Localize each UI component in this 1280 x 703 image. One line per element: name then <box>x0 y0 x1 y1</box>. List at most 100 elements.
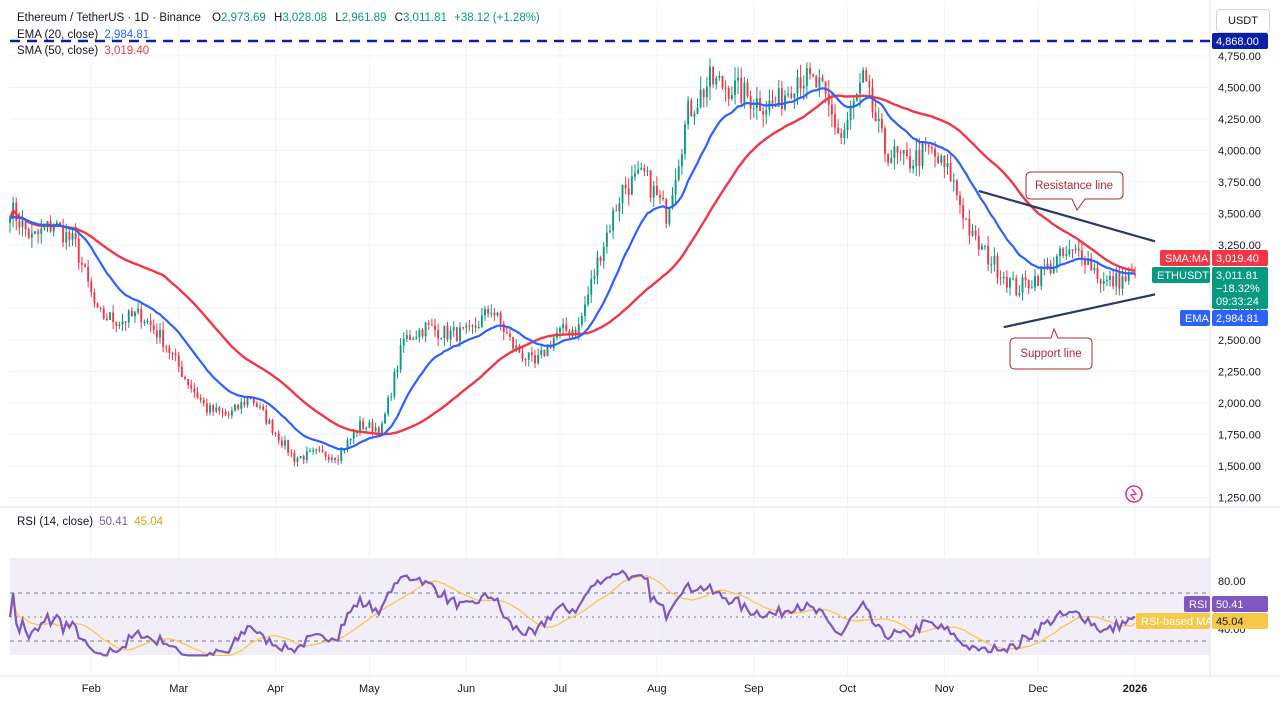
candle-body <box>221 411 224 413</box>
candle-body <box>477 326 480 328</box>
candle-body <box>830 104 833 115</box>
rsi-legend-value: 50.41 <box>99 516 129 528</box>
candle-body <box>327 456 330 460</box>
candle-body <box>505 332 508 334</box>
symbol-name-tag-text: ETHUSDT <box>1157 270 1209 282</box>
symbol-title[interactable]: Ethereum / TetherUS · 1D · Binance <box>17 12 201 24</box>
candle-body <box>824 81 827 94</box>
candle-body <box>587 294 590 305</box>
ohlc-legend: Ethereum / TetherUS · 1D · Binance O2,97… <box>17 12 540 24</box>
last-change-pct: −18.32% <box>1216 283 1260 295</box>
candle-body <box>924 143 927 145</box>
candle-body <box>24 220 27 230</box>
rsi-legend[interactable]: RSI (14, close) 50.41 45.04 <box>17 516 163 528</box>
candle-body <box>262 406 265 411</box>
candle-body <box>874 112 877 122</box>
candle-body <box>9 218 11 223</box>
candle-body <box>334 457 336 460</box>
ema-price-tag-text: 2,984.81 <box>1216 313 1259 325</box>
candle-body <box>471 325 474 327</box>
candle-body <box>152 325 155 331</box>
time-tick-label: Dec <box>1028 683 1048 695</box>
candle-body <box>21 220 24 228</box>
replay-logo-icon[interactable] <box>1125 485 1143 503</box>
time-axis[interactable]: Feb Mar Apr May Jun Jul Aug Sep Oct Nov Dec 2026 <box>82 683 1147 695</box>
candle-body <box>465 325 468 328</box>
open-value: 2,973.69 <box>221 12 266 24</box>
candle-body <box>780 88 783 110</box>
candle-body <box>602 246 605 262</box>
candle-body <box>62 225 65 243</box>
candle-body <box>1127 272 1130 281</box>
candle-body <box>99 307 102 309</box>
candle-body <box>696 107 699 114</box>
candle-body <box>1118 273 1121 289</box>
candle-body <box>877 118 880 122</box>
candle-body <box>521 352 524 359</box>
candle-body <box>259 406 261 408</box>
candle-body <box>437 329 440 339</box>
candle-body <box>65 232 68 243</box>
candle-body <box>668 207 671 224</box>
candle-body <box>515 345 518 349</box>
price-tick-label: 4,000.00 <box>1218 146 1261 158</box>
level-price-tag-text: 4,868.00 <box>1216 36 1259 48</box>
candle-body <box>168 347 171 353</box>
candle-body <box>209 405 211 413</box>
ema-legend[interactable]: EMA (20, close) 2,984.81 <box>17 29 149 41</box>
candle-body <box>571 329 574 335</box>
candle-body <box>115 321 118 326</box>
candle-body <box>177 355 180 367</box>
candle-body <box>143 321 146 323</box>
candle-body <box>918 150 921 166</box>
price-tick-label: 3,750.00 <box>1218 177 1261 189</box>
candle-body <box>218 407 221 412</box>
candle-body <box>940 155 943 163</box>
candle-body <box>109 312 111 321</box>
candle-body <box>296 458 299 462</box>
low-value: 2,961.89 <box>341 12 387 24</box>
level-price-tag-bg <box>1212 32 1268 49</box>
candle-body <box>371 422 374 432</box>
sma-price-tag: 3,019.40 <box>1212 250 1268 266</box>
resistance-trendline[interactable] <box>978 189 1156 243</box>
candle-body <box>440 337 443 339</box>
candle-body <box>793 93 796 98</box>
support-trendline[interactable] <box>1003 293 1156 329</box>
currency-button[interactable]: USDT <box>1216 9 1270 33</box>
candle-body <box>902 150 905 154</box>
bar-countdown: 09:33:24 <box>1216 296 1259 308</box>
sma-price-tag-text: 3,019.40 <box>1216 253 1259 265</box>
price-pane[interactable] <box>10 5 1210 503</box>
candle-body <box>430 324 433 326</box>
time-tick-label: Nov <box>935 683 955 695</box>
candle-body <box>43 227 46 229</box>
rsi-name-tag: RSI <box>1184 596 1210 612</box>
candle-body <box>1024 277 1027 281</box>
trend-lines[interactable] <box>978 189 1156 329</box>
candle-body <box>446 325 449 340</box>
candle-body <box>305 451 308 460</box>
candle-body <box>1055 256 1058 267</box>
candle-body <box>971 230 974 236</box>
moving-averages <box>8 87 1136 451</box>
candle-body <box>887 154 890 163</box>
candle-body <box>959 195 961 206</box>
candle-body <box>609 230 611 233</box>
resistance-callout[interactable]: Resistance line <box>1025 171 1124 211</box>
price-tick-label: 4,250.00 <box>1218 114 1261 126</box>
candle-body <box>937 156 940 163</box>
candle-body <box>265 410 268 424</box>
rsi-background-band <box>10 558 1210 655</box>
candle-body <box>1009 278 1011 288</box>
candle-body <box>1059 248 1061 257</box>
candle-body <box>212 405 215 412</box>
sma-legend-label: SMA (50, close) <box>17 45 99 57</box>
candle-body <box>662 197 665 200</box>
candle-body <box>287 440 290 453</box>
symbol-name-tag-bg <box>1152 267 1210 283</box>
support-callout[interactable]: Support line <box>1009 327 1093 370</box>
candle-body <box>921 143 924 166</box>
sma-legend[interactable]: SMA (50, close) 3,019.40 <box>17 45 149 57</box>
